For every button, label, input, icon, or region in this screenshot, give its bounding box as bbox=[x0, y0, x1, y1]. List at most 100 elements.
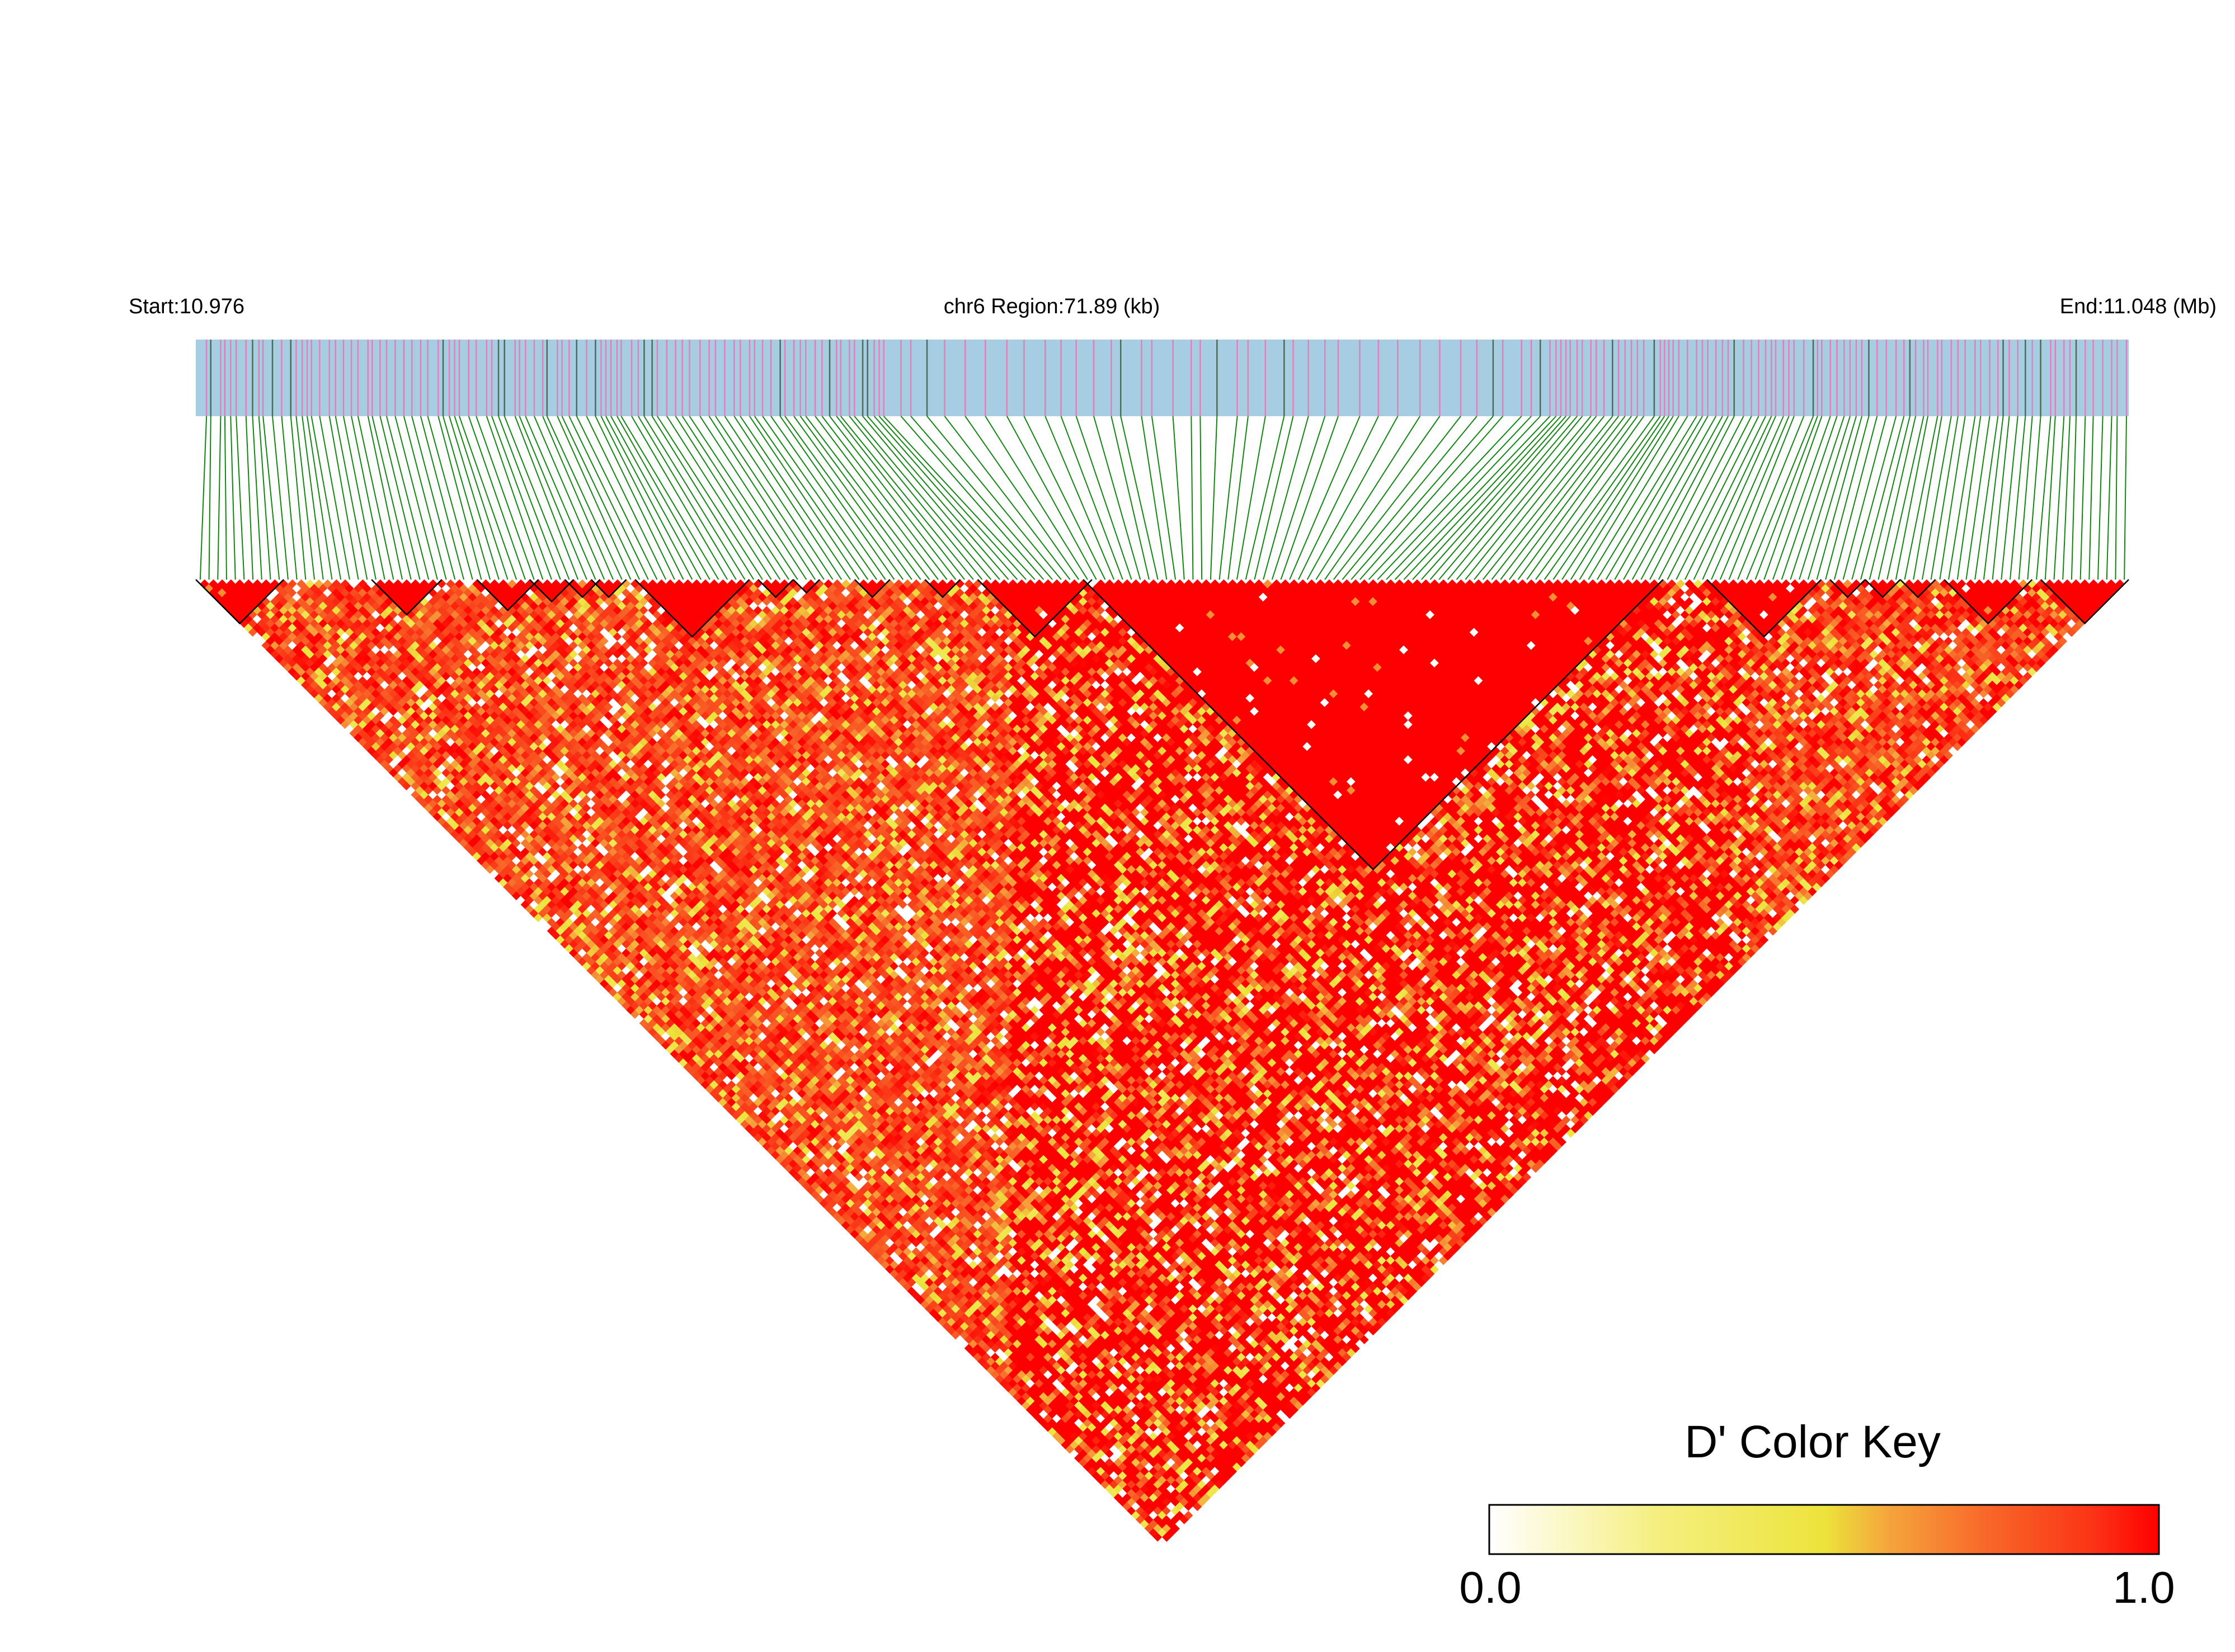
snp-connector bbox=[230, 416, 235, 580]
snp-connector bbox=[1650, 416, 1734, 580]
snp-connector bbox=[395, 416, 437, 580]
snp-connector bbox=[601, 416, 683, 580]
snp-connector bbox=[806, 416, 929, 580]
snp-connector bbox=[2072, 416, 2076, 580]
snp-connector bbox=[667, 416, 771, 580]
snp-connector bbox=[218, 416, 220, 580]
snp-connector bbox=[1747, 416, 1813, 580]
snp-connector bbox=[438, 416, 481, 580]
snp-connector bbox=[1290, 416, 1359, 580]
snp-connector bbox=[652, 416, 754, 580]
snp-connector bbox=[1931, 416, 1958, 580]
snp-connector bbox=[1152, 416, 1175, 580]
snp-connector bbox=[1896, 416, 1928, 580]
snp-connector bbox=[281, 416, 297, 580]
snp-connector bbox=[927, 416, 1061, 580]
snp-connector bbox=[312, 416, 341, 580]
snp-connector bbox=[683, 416, 789, 580]
ld-heatmap bbox=[200, 580, 2124, 1546]
snp-connector bbox=[750, 416, 859, 580]
snp-connector-lines bbox=[200, 416, 2126, 580]
snp-connector bbox=[1597, 416, 1697, 580]
snp-connector bbox=[291, 416, 306, 580]
snp-connector bbox=[1430, 416, 1570, 580]
snp-connector bbox=[1254, 416, 1293, 580]
snp-connector bbox=[1676, 416, 1758, 580]
snp-connector bbox=[1799, 416, 1850, 580]
snp-connector bbox=[1773, 416, 1831, 580]
snp-connector bbox=[351, 416, 385, 580]
snp-connector bbox=[676, 416, 780, 580]
snp-connector bbox=[1281, 416, 1338, 580]
snp-connector bbox=[763, 416, 877, 580]
snp-connector bbox=[830, 416, 956, 580]
snp-connector bbox=[336, 416, 368, 580]
snp-connector bbox=[404, 416, 446, 580]
snp-connector bbox=[476, 416, 534, 580]
snp-connector bbox=[724, 416, 832, 580]
snp-connector bbox=[1360, 416, 1503, 580]
snp-connector bbox=[700, 416, 806, 580]
snp-connector bbox=[1483, 416, 1613, 580]
snp-connector bbox=[2063, 416, 2070, 580]
snp-connector bbox=[562, 416, 640, 580]
snp-connector bbox=[1220, 416, 1238, 580]
snp-connector bbox=[1491, 416, 1618, 580]
snp-connector bbox=[1834, 416, 1877, 580]
snp-connector bbox=[2098, 416, 2103, 580]
snp-connector bbox=[1571, 416, 1673, 580]
snp-connector bbox=[1694, 416, 1772, 580]
snp-connector bbox=[1685, 416, 1766, 580]
snp-position-track bbox=[196, 340, 2129, 416]
snp-connector bbox=[2054, 416, 2064, 580]
snp-connector bbox=[2089, 416, 2093, 580]
snp-connector bbox=[863, 416, 1000, 580]
snp-connector bbox=[1121, 416, 1158, 580]
snp-connector bbox=[412, 416, 455, 580]
snp-connector bbox=[455, 416, 508, 580]
snp-connector bbox=[368, 416, 402, 580]
snp-connector bbox=[1173, 416, 1184, 580]
snp-connector bbox=[849, 416, 982, 580]
snp-connector bbox=[330, 416, 359, 580]
snp-connector bbox=[2019, 416, 2032, 580]
snp-connector bbox=[236, 416, 244, 580]
snp-connector bbox=[785, 416, 903, 580]
region-title: chr6 Region:71.89 (kb) bbox=[944, 295, 1160, 318]
snp-connector bbox=[246, 416, 253, 580]
snp-connector bbox=[657, 416, 763, 580]
snp-connector bbox=[1465, 416, 1596, 580]
snp-connector bbox=[387, 416, 429, 580]
snp-connector bbox=[2001, 416, 2017, 580]
snp-connector bbox=[1272, 416, 1325, 580]
snp-connector bbox=[2124, 416, 2126, 580]
snp-connector bbox=[1263, 416, 1309, 580]
snp-connector bbox=[1061, 416, 1123, 580]
snp-connector bbox=[868, 416, 1009, 580]
snp-connector bbox=[1369, 416, 1522, 580]
snp-connector bbox=[1298, 416, 1378, 580]
snp-connector bbox=[1191, 416, 1193, 580]
snp-connector bbox=[822, 416, 947, 580]
snp-connector bbox=[586, 416, 666, 580]
snp-connector bbox=[469, 416, 525, 580]
snp-connector bbox=[1211, 416, 1217, 580]
snp-connector bbox=[644, 416, 745, 580]
snp-connector bbox=[358, 416, 393, 580]
snp-connector bbox=[2107, 416, 2112, 580]
snp-connector bbox=[319, 416, 349, 580]
snp-connector bbox=[690, 416, 798, 580]
snp-connector bbox=[492, 416, 552, 580]
region-start-label: Start:10.976 bbox=[129, 295, 244, 318]
snp-connector bbox=[1922, 416, 1951, 580]
snp-connector bbox=[1817, 416, 1862, 580]
snp-connector bbox=[380, 416, 420, 580]
snp-connector bbox=[1141, 416, 1166, 580]
snp-connector bbox=[617, 416, 710, 580]
snp-connector bbox=[225, 416, 227, 580]
snp-connector bbox=[595, 416, 675, 580]
snp-connector bbox=[209, 416, 211, 580]
snp-connector bbox=[2010, 416, 2025, 580]
snp-connector bbox=[1404, 416, 1556, 580]
snp-connector bbox=[344, 416, 376, 580]
